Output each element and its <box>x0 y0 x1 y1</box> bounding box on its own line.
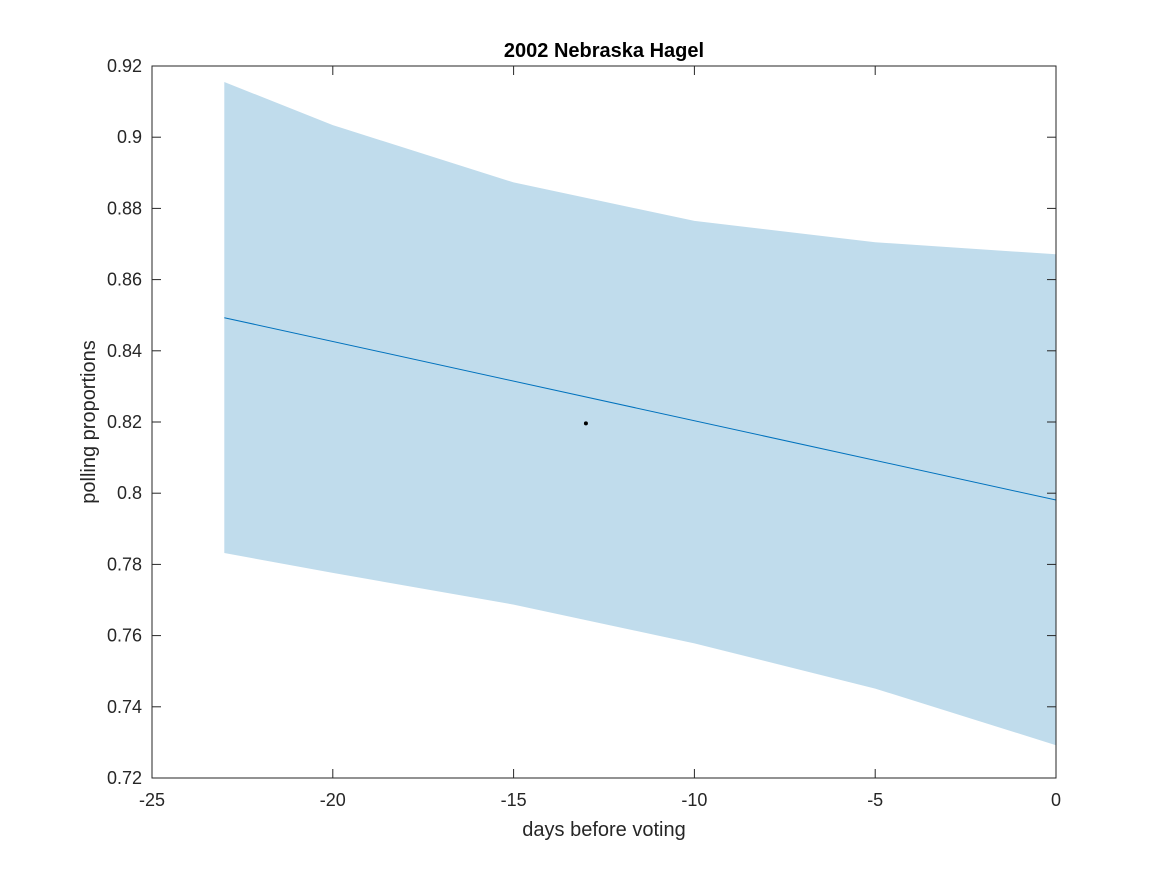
x-tick-label: -15 <box>501 790 527 810</box>
y-tick-label: 0.86 <box>107 270 142 290</box>
x-tick-label: -20 <box>320 790 346 810</box>
y-tick-label: 0.74 <box>107 697 142 717</box>
y-axis-ticks: 0.72 0.74 0.76 0.78 0.8 0.82 0.84 0.86 0.88 0.9 0.… <box>107 56 1056 788</box>
y-tick-label: 0.72 <box>107 768 142 788</box>
y-axis-label: polling proportions <box>78 340 100 503</box>
confidence-band <box>224 82 1057 746</box>
y-tick-label: 0.92 <box>107 56 142 76</box>
x-axis-label: days before voting <box>522 819 685 841</box>
x-tick-label: 0 <box>1051 790 1061 810</box>
y-tick-label: 0.8 <box>117 483 142 503</box>
x-axis-ticks: -25 -20 -15 -10 -5 0 <box>139 66 1061 810</box>
x-tick-label: -5 <box>867 790 883 810</box>
x-tick-label: -10 <box>681 790 707 810</box>
y-tick-label: 0.88 <box>107 198 142 218</box>
plot-area <box>224 82 1057 746</box>
y-tick-label: 0.76 <box>107 626 142 646</box>
x-tick-label: -25 <box>139 790 165 810</box>
data-point <box>583 421 588 426</box>
y-tick-label: 0.84 <box>107 341 142 361</box>
y-tick-label: 0.9 <box>117 127 142 147</box>
trend-line <box>224 317 1057 501</box>
y-tick-label: 0.78 <box>107 554 142 574</box>
chart-title: 2002 Nebraska Hagel <box>504 40 704 62</box>
y-tick-label: 0.82 <box>107 412 142 432</box>
